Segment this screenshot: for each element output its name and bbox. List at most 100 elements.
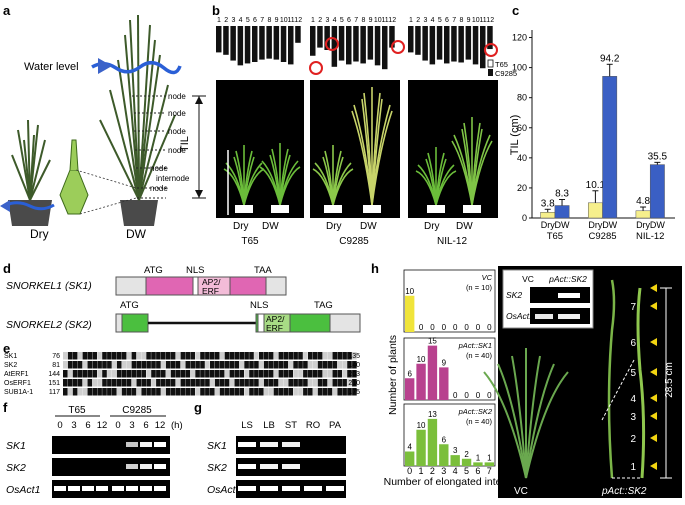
e-residue xyxy=(303,379,308,387)
panel-a-label: a xyxy=(3,3,11,18)
e-residue xyxy=(308,370,313,378)
b-pot xyxy=(235,205,253,213)
c-xlabel-dw: DW xyxy=(602,220,617,230)
e-residue xyxy=(151,379,156,387)
h-node-number: 5 xyxy=(630,368,636,379)
h-hist-bar xyxy=(473,462,483,466)
h-photo-sk2: pAct::SK2 xyxy=(601,486,647,497)
e-residue xyxy=(332,370,338,378)
h-gel-col-sk2: pAct::SK2 xyxy=(548,274,587,284)
g-gel-band xyxy=(260,464,278,469)
e-residue xyxy=(107,361,112,369)
c-bar xyxy=(635,210,651,219)
e-residue xyxy=(116,361,122,369)
e-residue xyxy=(190,352,195,360)
sk1-nls: NLS xyxy=(186,265,204,276)
e-residue xyxy=(254,352,259,360)
e-residue xyxy=(131,370,137,378)
e-residue xyxy=(141,388,146,396)
b-number: 10 xyxy=(472,17,480,24)
f-time-label: 12 xyxy=(97,420,108,431)
e-residue xyxy=(170,352,176,360)
e-row-end: 203 xyxy=(348,371,360,378)
panel-g-label: g xyxy=(194,400,202,415)
h-hist-bar xyxy=(450,455,460,466)
e-residue xyxy=(239,379,244,387)
h-plant-leaf xyxy=(483,371,527,479)
e-residue xyxy=(342,352,347,360)
e-residue xyxy=(268,370,274,378)
e-residue xyxy=(131,388,137,396)
c-ytick-label: 100 xyxy=(512,63,527,73)
e-residue xyxy=(72,388,78,396)
c-value-label: 94.2 xyxy=(600,53,620,64)
e-residue xyxy=(72,379,78,387)
panel-f-label: f xyxy=(3,400,8,415)
til-arrow-head xyxy=(195,96,203,104)
c-ytick-label: 40 xyxy=(517,153,527,163)
e-residue xyxy=(317,379,323,387)
b-stem-bar xyxy=(429,26,436,65)
e-row-start: 151 xyxy=(48,380,60,387)
h-node-arrow xyxy=(650,434,657,442)
e-residue xyxy=(244,370,249,378)
e-residue xyxy=(175,379,181,387)
e-residue xyxy=(195,370,200,378)
e-residue xyxy=(352,388,357,396)
e-residue xyxy=(283,379,289,387)
e-residue xyxy=(205,361,210,369)
e-row-start: 117 xyxy=(49,389,60,396)
e-residue xyxy=(303,361,308,369)
e-residue xyxy=(288,352,293,360)
b-stem-bar xyxy=(259,26,265,60)
e-residue xyxy=(332,379,338,387)
b-number: 3 xyxy=(231,17,235,24)
sk1-atg: ATG xyxy=(144,265,163,276)
c-ylabel: TIL (cm) xyxy=(509,115,521,156)
e-residue xyxy=(92,388,97,396)
e-residue xyxy=(298,352,303,360)
h-hist-bar xyxy=(427,345,438,400)
h-gel-band xyxy=(558,293,580,298)
e-residue xyxy=(347,361,352,369)
e-residue xyxy=(126,361,132,369)
h-plant-stem xyxy=(636,287,646,479)
h-hist-frame xyxy=(403,269,496,333)
e-residue xyxy=(165,388,171,396)
e-residue xyxy=(126,352,132,360)
e-residue xyxy=(298,379,303,387)
dw-label: DW xyxy=(126,227,147,241)
water-dry xyxy=(5,201,55,211)
e-residue xyxy=(317,361,323,369)
e-residue xyxy=(312,370,318,378)
sk2-gene-name: SNORKEL2 (SK2) xyxy=(6,319,92,331)
e-residue xyxy=(97,379,102,387)
h-hist-bar xyxy=(439,367,449,400)
c-xlabel-dw: DW xyxy=(650,220,665,230)
f-gel-band xyxy=(126,486,138,491)
b-number: 2 xyxy=(318,17,322,24)
c-ytick-label: 80 xyxy=(517,93,527,103)
e-row-end: 140 xyxy=(348,362,360,369)
e-residue xyxy=(82,379,88,387)
panel-g-gels xyxy=(236,436,346,498)
b-number: 11 xyxy=(479,17,486,24)
e-residue xyxy=(82,352,88,360)
e-residue xyxy=(273,352,279,360)
e-residue xyxy=(200,361,205,369)
e-residue xyxy=(229,388,235,396)
node-label: node xyxy=(150,184,168,193)
b-stem-bar xyxy=(338,26,345,61)
sk1-gene-model xyxy=(115,276,287,296)
e-residue xyxy=(210,370,215,378)
b-pot xyxy=(324,205,342,213)
panel-b-label: b xyxy=(212,3,220,18)
b-dry-c9285: Dry xyxy=(326,221,342,232)
dry-label: Dry xyxy=(30,227,49,241)
e-residue xyxy=(224,370,230,378)
b-number: 12 xyxy=(388,17,396,24)
f-group-t65: T65 xyxy=(68,405,86,416)
e-residue xyxy=(67,379,73,387)
e-residue xyxy=(116,379,122,387)
